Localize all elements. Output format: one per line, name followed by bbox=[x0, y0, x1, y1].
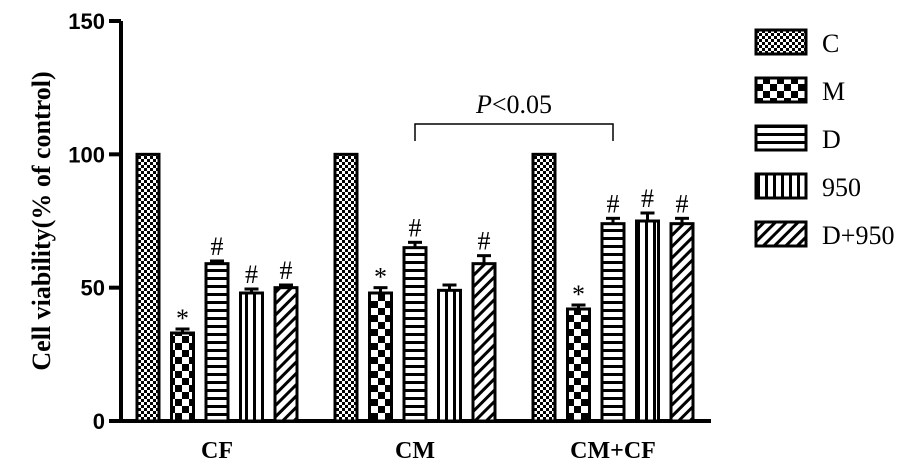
significance-asterisk: * bbox=[572, 280, 585, 309]
legend-label: M bbox=[822, 77, 845, 106]
bar-c-cm bbox=[333, 152, 359, 423]
bar-c-cf bbox=[135, 152, 161, 423]
legend-swatch-c bbox=[754, 28, 808, 56]
p-value-label: P<0.05 bbox=[475, 90, 552, 119]
y-axis-label: Cell viability(% of control) bbox=[27, 71, 56, 370]
legend-swatch-950 bbox=[754, 172, 808, 200]
y-tick-label: 50 bbox=[81, 276, 105, 301]
bar-c-cm-cf bbox=[531, 152, 557, 423]
y-tick-label: 150 bbox=[68, 9, 105, 34]
bar-m-cm-cf bbox=[566, 307, 591, 423]
legend-label: D+950 bbox=[822, 221, 894, 250]
bar-950-cm bbox=[437, 288, 462, 423]
bars: * # # # * # # * # # # P<0.05 bbox=[135, 90, 695, 423]
significance-asterisk: * bbox=[176, 304, 189, 333]
x-category-label: CF bbox=[201, 438, 233, 464]
legend-label: D bbox=[822, 125, 841, 154]
significance-hash: # bbox=[641, 184, 654, 213]
legend-swatch-m bbox=[754, 76, 808, 104]
significance-hash: # bbox=[409, 213, 422, 242]
legend-swatch-d bbox=[754, 124, 808, 152]
significance-hash: # bbox=[607, 189, 620, 218]
legend-label: C bbox=[822, 29, 839, 58]
bar-950-cf bbox=[239, 291, 264, 423]
x-category-label: CM+CF bbox=[570, 438, 656, 464]
legend-label: 950 bbox=[822, 173, 861, 202]
significance-hash: # bbox=[280, 256, 293, 285]
bar-d-cm bbox=[402, 246, 428, 423]
significance-hash: # bbox=[478, 227, 491, 256]
significance-hash: # bbox=[676, 189, 689, 218]
bar-950-cm-cf bbox=[635, 219, 660, 423]
bar-d-cm-cf bbox=[600, 222, 626, 423]
significance-hash: # bbox=[245, 260, 258, 289]
significance-hash: # bbox=[211, 232, 224, 261]
legend: CMD 950 D+950 bbox=[754, 28, 894, 250]
bar-m-cm bbox=[368, 291, 393, 423]
p-value-threshold: <0.05 bbox=[492, 90, 552, 119]
y-tick-label: 100 bbox=[68, 142, 105, 167]
significance-asterisk: * bbox=[374, 263, 387, 292]
x-category-label: CM bbox=[395, 438, 435, 464]
bar-m-cf bbox=[170, 331, 195, 423]
y-tick-label: 0 bbox=[93, 409, 105, 434]
comparison-bracket bbox=[414, 123, 614, 141]
p-value-symbol: P bbox=[475, 90, 492, 119]
bar-d-950-cm bbox=[471, 262, 497, 423]
bar-d-cf bbox=[204, 262, 230, 423]
bar-d-950-cm-cf bbox=[669, 222, 695, 423]
bar-d-950-cf bbox=[273, 286, 299, 423]
legend-swatch-d-950 bbox=[754, 220, 808, 248]
